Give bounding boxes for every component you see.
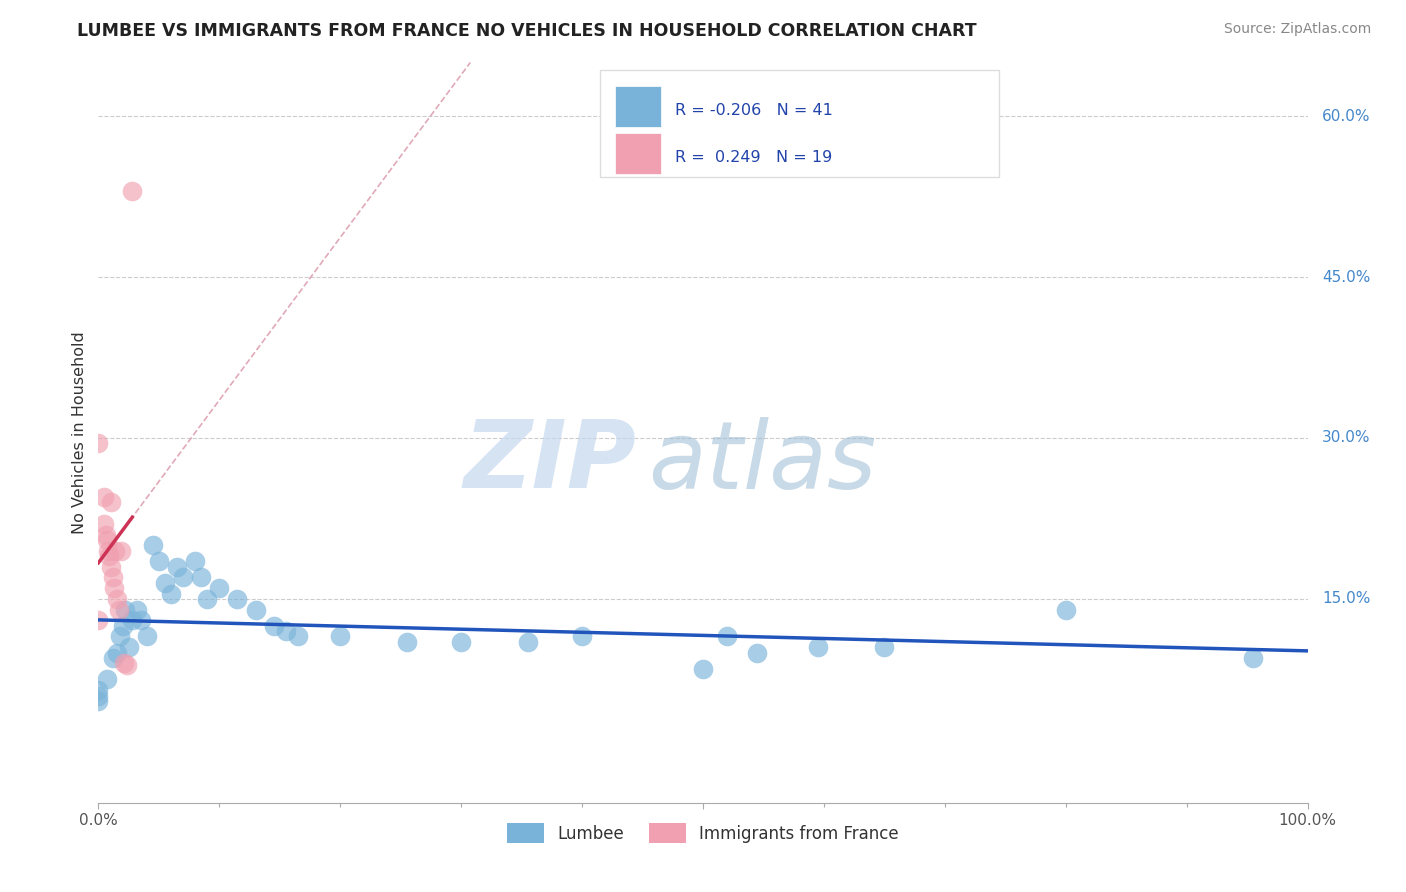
Point xyxy=(112,657,135,671)
FancyBboxPatch shape xyxy=(614,87,661,127)
Point xyxy=(121,614,143,628)
Point xyxy=(329,630,352,644)
Point xyxy=(111,619,134,633)
Point xyxy=(104,543,127,558)
Point xyxy=(172,570,194,584)
Text: atlas: atlas xyxy=(648,417,877,508)
Point xyxy=(108,630,131,644)
Text: 15.0%: 15.0% xyxy=(1322,591,1371,607)
Point xyxy=(118,640,141,655)
Point xyxy=(100,495,122,509)
Point xyxy=(807,640,830,655)
Point xyxy=(287,630,309,644)
Point xyxy=(129,614,152,628)
Point xyxy=(100,559,122,574)
Text: LUMBEE VS IMMIGRANTS FROM FRANCE NO VEHICLES IN HOUSEHOLD CORRELATION CHART: LUMBEE VS IMMIGRANTS FROM FRANCE NO VEHI… xyxy=(77,22,977,40)
Point xyxy=(153,575,176,590)
Point xyxy=(87,614,110,628)
Point xyxy=(96,673,118,687)
Point xyxy=(105,646,128,660)
Point xyxy=(571,630,593,644)
Point xyxy=(166,559,188,574)
Point xyxy=(103,581,125,595)
Text: R = -0.206   N = 41: R = -0.206 N = 41 xyxy=(675,103,834,118)
Point xyxy=(121,184,143,198)
Point xyxy=(148,554,170,568)
Point xyxy=(692,662,714,676)
Point xyxy=(87,683,110,698)
Point xyxy=(245,602,267,616)
Text: Source: ZipAtlas.com: Source: ZipAtlas.com xyxy=(1223,22,1371,37)
Legend: Lumbee, Immigrants from France: Lumbee, Immigrants from France xyxy=(501,816,905,850)
Point xyxy=(114,602,136,616)
FancyBboxPatch shape xyxy=(600,70,1000,178)
Point xyxy=(101,651,124,665)
Point xyxy=(94,527,117,541)
Point xyxy=(97,543,120,558)
Point xyxy=(226,591,249,606)
Point xyxy=(1241,651,1264,665)
Text: 45.0%: 45.0% xyxy=(1322,269,1371,285)
Point xyxy=(450,635,472,649)
Text: R =  0.249   N = 19: R = 0.249 N = 19 xyxy=(675,151,832,165)
Point xyxy=(190,570,212,584)
Point xyxy=(93,490,115,504)
Point xyxy=(274,624,297,639)
Point xyxy=(263,619,285,633)
Point xyxy=(87,694,110,708)
Text: 30.0%: 30.0% xyxy=(1322,431,1371,445)
Point xyxy=(184,554,207,568)
Point xyxy=(105,591,128,606)
Point xyxy=(195,591,218,606)
Point xyxy=(516,635,538,649)
Point xyxy=(101,570,124,584)
Point xyxy=(87,689,110,703)
Point xyxy=(87,436,110,450)
Point xyxy=(160,586,183,600)
Point xyxy=(98,549,121,563)
Point xyxy=(96,533,118,547)
Point xyxy=(747,646,769,660)
Point xyxy=(395,635,418,649)
Point xyxy=(127,602,149,616)
Point xyxy=(716,630,738,644)
Point xyxy=(208,581,231,595)
Text: ZIP: ZIP xyxy=(464,417,637,508)
Point xyxy=(142,538,165,552)
Y-axis label: No Vehicles in Household: No Vehicles in Household xyxy=(72,331,87,534)
Point xyxy=(873,640,896,655)
Point xyxy=(93,516,115,531)
Point xyxy=(135,630,157,644)
FancyBboxPatch shape xyxy=(614,134,661,174)
Point xyxy=(110,543,132,558)
Point xyxy=(117,658,139,673)
Point xyxy=(1054,602,1077,616)
Point xyxy=(108,602,131,616)
Text: 60.0%: 60.0% xyxy=(1322,109,1371,124)
